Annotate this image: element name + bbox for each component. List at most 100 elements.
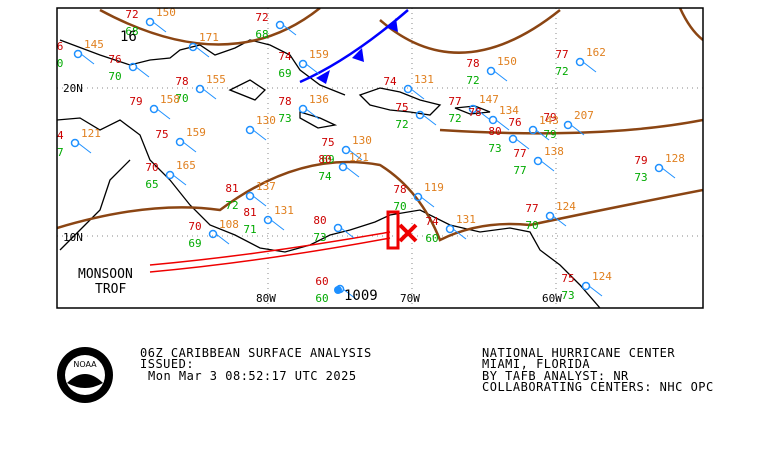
pressure: 145 xyxy=(84,38,104,51)
wind-barb xyxy=(135,66,150,78)
dewpoint: 73 xyxy=(313,231,326,244)
temperature: 79 xyxy=(129,95,142,108)
temperature: 80 xyxy=(488,125,501,138)
wind-barb xyxy=(305,108,320,120)
pressure: 207 xyxy=(574,109,594,122)
trof-label: TROF xyxy=(95,282,126,297)
pressure: 143 xyxy=(539,114,559,127)
wind-barb xyxy=(535,129,550,141)
wind-barb xyxy=(270,219,285,231)
wind-barb xyxy=(570,124,585,136)
pressure: 134 xyxy=(499,104,519,117)
wind-barb xyxy=(305,63,320,75)
temperature: 70 xyxy=(145,161,158,174)
noaa-logo: NOAA xyxy=(57,347,113,403)
dewpoint: 73 xyxy=(561,289,574,302)
wind-barb xyxy=(202,88,217,100)
temperature: 77 xyxy=(525,202,538,215)
temperature: 76 xyxy=(108,53,121,66)
pressure: 155 xyxy=(206,73,226,86)
pressure: 128 xyxy=(665,152,685,165)
dewpoint: 73 xyxy=(278,112,291,125)
station-circle xyxy=(575,57,585,67)
temperature: 74 xyxy=(383,75,397,88)
dewpoint: 70 xyxy=(175,92,188,105)
wind-barb xyxy=(77,142,92,154)
temperature: 81 xyxy=(243,206,256,219)
wind-barb xyxy=(215,233,230,245)
dewpoint: 68 xyxy=(125,25,138,38)
temperature: 78 xyxy=(175,75,188,88)
pressure: 150 xyxy=(497,55,517,68)
dewpoint: 72 xyxy=(466,74,479,87)
logo-text: NOAA xyxy=(73,360,97,369)
station-circle xyxy=(175,137,185,147)
temperature: 81 xyxy=(225,182,238,195)
temperature: 80 xyxy=(318,153,331,166)
wind-barb xyxy=(452,228,467,240)
station-circle xyxy=(149,104,159,114)
pressure: 138 xyxy=(544,145,564,158)
pressure: 131 xyxy=(274,204,294,217)
station-circle xyxy=(508,134,518,144)
dewpoint: 72 xyxy=(225,199,238,212)
station-circle xyxy=(563,120,573,130)
wind-barb xyxy=(345,166,360,178)
temperature: 78 xyxy=(278,95,291,108)
pressure: 159 xyxy=(186,126,206,139)
pressure: 130 xyxy=(256,114,276,127)
dewpoint: 69 xyxy=(321,153,334,166)
wind-barb xyxy=(475,108,490,120)
pressure: 131 xyxy=(456,213,476,226)
cold-front xyxy=(299,9,409,84)
lat-label: 20N xyxy=(63,82,83,95)
low-marker xyxy=(334,286,342,294)
wind-barb xyxy=(342,288,357,300)
temperature: 80 xyxy=(313,214,326,227)
wind-barb xyxy=(252,195,267,207)
wind-barb xyxy=(495,119,510,131)
wind-barb xyxy=(552,215,567,227)
low-center xyxy=(386,210,418,250)
front-barbs xyxy=(316,18,398,84)
temperature: 78 xyxy=(468,106,481,119)
station-circle xyxy=(275,20,285,30)
pressure: 121 xyxy=(349,151,369,164)
wind-barb xyxy=(588,285,603,297)
dewpoint: 0 xyxy=(57,57,64,70)
wind-barb xyxy=(661,167,676,179)
station-circle xyxy=(415,110,425,120)
dewpoint: 72 xyxy=(448,112,461,125)
monsoon-label: MONSOON xyxy=(78,267,133,282)
lon-label: 60W xyxy=(542,292,562,305)
dewpoint: 77 xyxy=(513,164,526,177)
temperature: 78 xyxy=(393,183,406,196)
dewpoint: 60 xyxy=(425,232,438,245)
wind-barb xyxy=(252,129,267,141)
wind-barb xyxy=(182,141,197,153)
temperature: 76 xyxy=(508,116,521,129)
station-circle xyxy=(165,170,175,180)
station-circle xyxy=(581,281,591,291)
temperature: 75 xyxy=(155,128,168,141)
station-circle xyxy=(73,49,83,59)
center-name: NATIONAL HURRICANE CENTER xyxy=(482,346,676,360)
station-circle xyxy=(298,104,308,114)
temperature: 70 xyxy=(188,220,201,233)
wind-barb xyxy=(195,46,210,58)
dewpoint: 72 xyxy=(555,65,568,78)
lat-label: 10N xyxy=(63,231,83,244)
dewpoint: 69 xyxy=(278,67,291,80)
station-circle xyxy=(486,66,496,76)
center-city: MIAMI, FLORIDA xyxy=(482,357,591,371)
dewpoint: 60 xyxy=(315,292,328,305)
wind-barb xyxy=(156,108,171,120)
pressure: 137 xyxy=(256,180,276,193)
temperature: 78 xyxy=(466,57,479,70)
wind-barb xyxy=(540,160,555,172)
dewpoint: 67 xyxy=(50,146,63,159)
temperature: 6 xyxy=(57,40,64,53)
station-circle xyxy=(333,223,343,233)
